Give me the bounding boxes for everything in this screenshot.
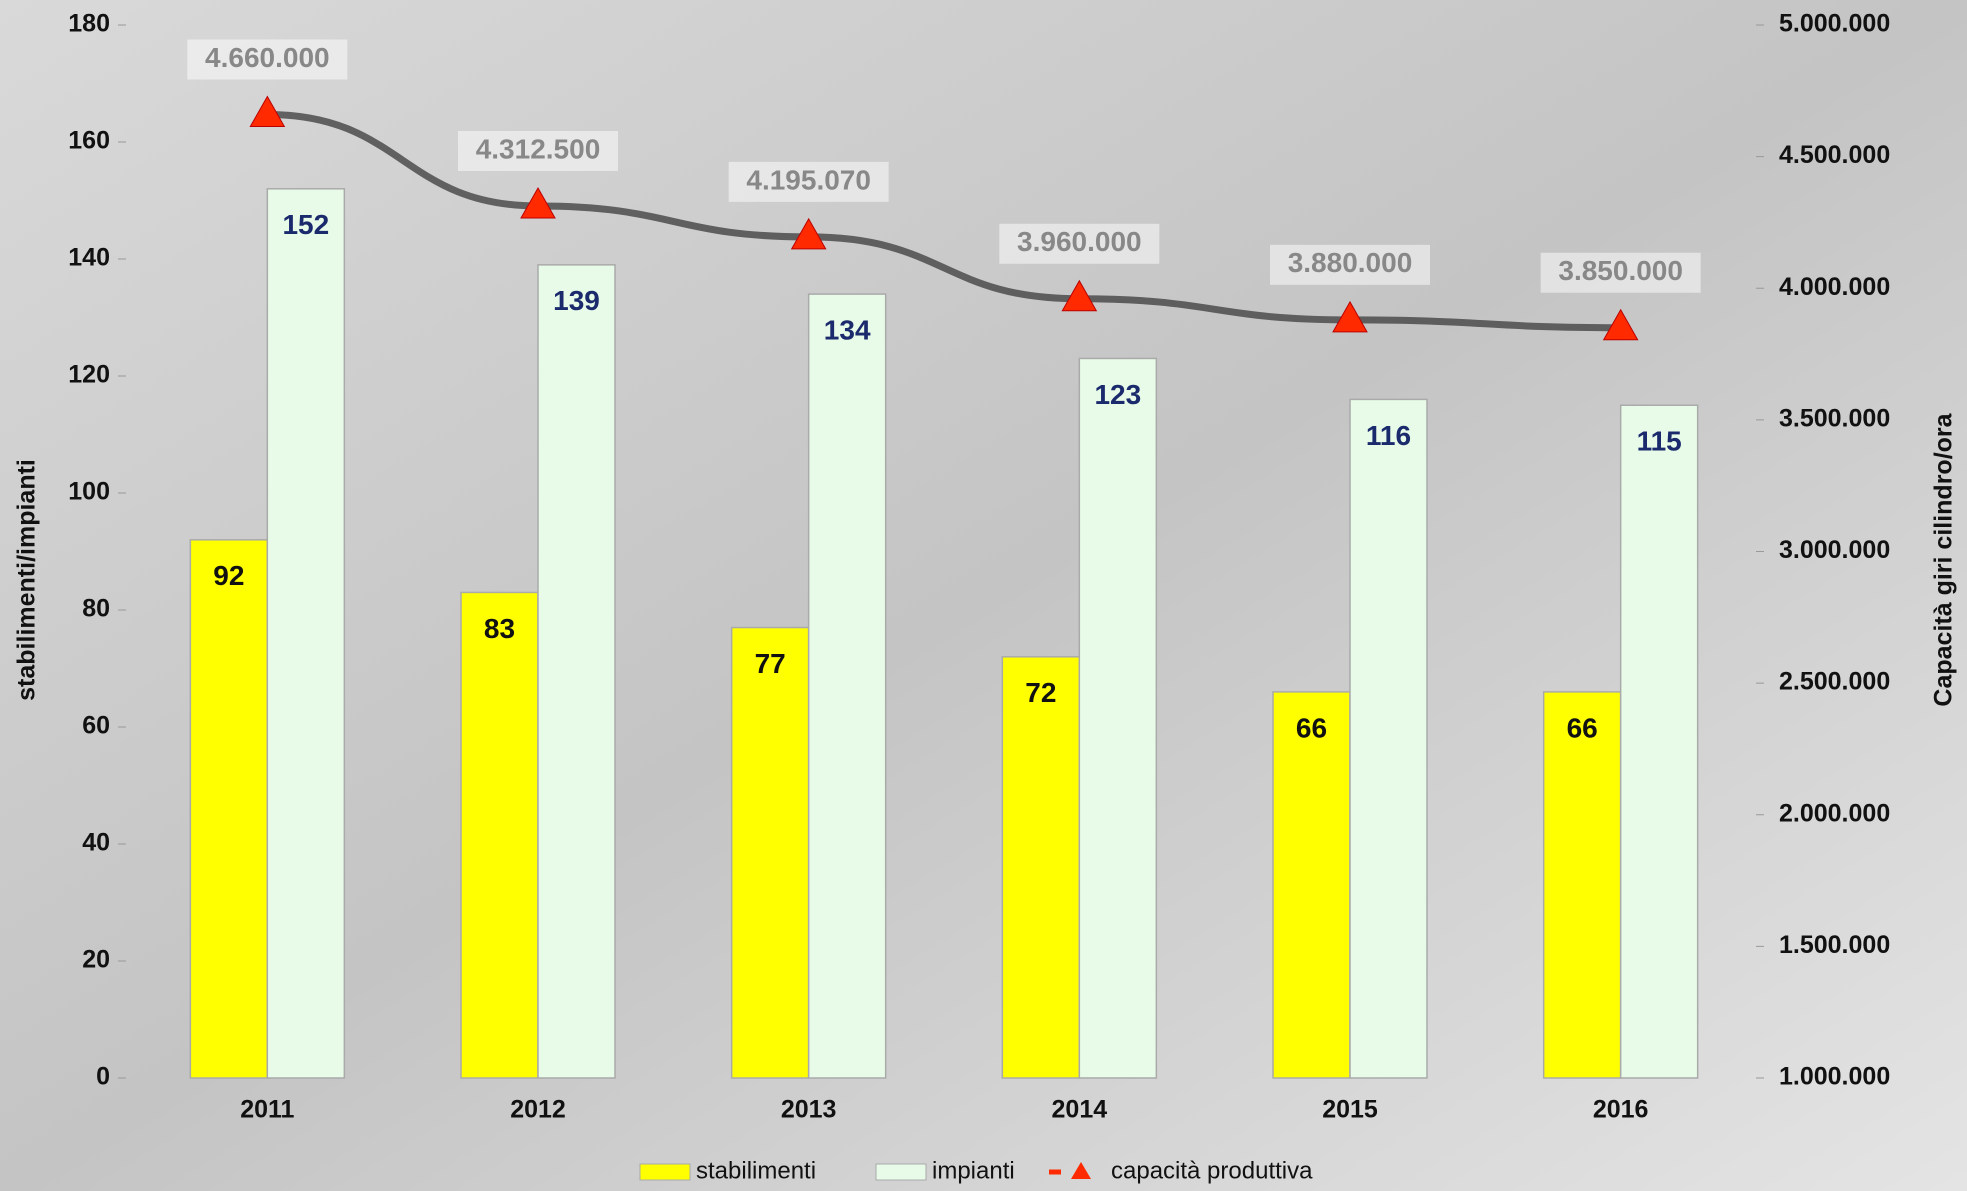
y2-tick-label: 1.500.000 xyxy=(1779,931,1890,959)
y-tick-label: 20 xyxy=(82,946,110,974)
legend-swatch xyxy=(876,1164,926,1180)
bar xyxy=(1002,657,1079,1078)
x-tick-label: 2012 xyxy=(510,1096,566,1124)
bar xyxy=(1350,399,1427,1078)
y2-tick-label: 2.000.000 xyxy=(1779,799,1890,827)
data-label: 66 xyxy=(1567,712,1598,743)
bar xyxy=(1544,692,1621,1078)
x-tick-label: 2013 xyxy=(781,1096,837,1124)
legend-label: impianti xyxy=(932,1157,1015,1184)
data-label: 4.660.000 xyxy=(205,42,330,73)
data-label: 116 xyxy=(1366,420,1411,451)
bar xyxy=(1621,405,1698,1078)
y-tick-label: 180 xyxy=(68,10,110,38)
legend-swatch xyxy=(640,1164,690,1180)
y-tick-label: 60 xyxy=(82,712,110,740)
x-tick-label: 2014 xyxy=(1052,1096,1108,1124)
y2-tick-label: 2.500.000 xyxy=(1779,668,1890,696)
data-label: 72 xyxy=(1025,677,1056,708)
y2-tick-label: 5.000.000 xyxy=(1779,10,1890,38)
data-label: 4.195.070 xyxy=(746,164,871,195)
data-label: 92 xyxy=(213,560,244,591)
y-tick-label: 160 xyxy=(68,127,110,155)
bar xyxy=(1079,358,1156,1078)
bar xyxy=(1273,692,1350,1078)
chart: stabilimenti/impianti Capacità giri cili… xyxy=(0,0,1967,1191)
data-label: 3.960.000 xyxy=(1017,226,1142,257)
x-tick-label: 2011 xyxy=(240,1096,294,1124)
y2-tick-label: 4.000.000 xyxy=(1779,273,1890,301)
data-label: 77 xyxy=(755,648,786,679)
data-label: 66 xyxy=(1296,712,1327,743)
y2-axis-title: Capacità giri cilindro/ora xyxy=(1930,412,1958,706)
y-tick-label: 100 xyxy=(68,478,110,506)
bar xyxy=(267,189,344,1078)
data-label: 3.850.000 xyxy=(1558,255,1683,286)
y2-tick-label: 3.500.000 xyxy=(1779,404,1890,432)
page: stabilimenti/impianti Capacità giri cili… xyxy=(0,0,1967,1191)
y2-tick-label: 3.000.000 xyxy=(1779,536,1890,564)
y-tick-label: 80 xyxy=(82,595,110,623)
y-axis-title: stabilimenti/impianti xyxy=(13,459,41,701)
bar xyxy=(461,592,538,1078)
data-label: 4.312.500 xyxy=(476,133,601,164)
bar xyxy=(190,540,267,1078)
data-label: 115 xyxy=(1637,426,1682,457)
data-label: 83 xyxy=(484,613,515,644)
bar xyxy=(732,628,809,1078)
legend-label: capacità produttiva xyxy=(1111,1157,1313,1184)
y-tick-label: 40 xyxy=(82,829,110,857)
y2-tick-label: 4.500.000 xyxy=(1779,141,1890,169)
bar xyxy=(809,294,886,1078)
data-label: 3.880.000 xyxy=(1288,247,1413,278)
x-tick-label: 2015 xyxy=(1322,1096,1378,1124)
legend-label: stabilimenti xyxy=(696,1157,816,1184)
bar xyxy=(538,265,615,1078)
data-label: 123 xyxy=(1094,379,1141,410)
data-label: 134 xyxy=(824,314,871,345)
data-label: 152 xyxy=(282,209,329,240)
data-label: 139 xyxy=(553,285,600,316)
y-tick-label: 140 xyxy=(68,244,110,272)
y-tick-label: 0 xyxy=(96,1063,110,1091)
y-tick-label: 120 xyxy=(68,361,110,389)
x-tick-label: 2016 xyxy=(1593,1096,1649,1124)
y2-tick-label: 1.000.000 xyxy=(1779,1063,1890,1091)
